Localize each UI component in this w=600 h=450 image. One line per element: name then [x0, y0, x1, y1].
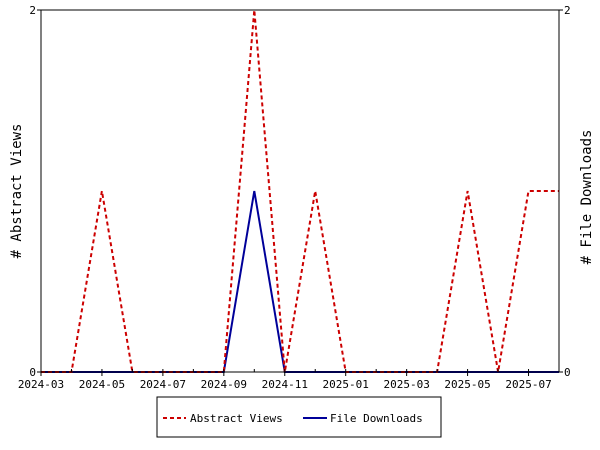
y-left-tick-label: 0 [29, 366, 36, 379]
x-tick-label: 2024-03 [18, 378, 64, 391]
y-right-tick-label: 0 [564, 366, 571, 379]
axes: 2024-03 2024-05 2024-07 2024-09 2024-11 2025-… [18, 4, 571, 391]
legend: Abstract Views File Downloads [156, 396, 442, 438]
legend-box [156, 396, 442, 438]
series-line-abstract-views [41, 9, 559, 373]
x-tick-label: 2025-03 [383, 378, 429, 391]
y-axis-left-title: # Abstract Views [9, 124, 25, 259]
legend-label-file-downloads: File Downloads [330, 412, 423, 425]
x-tick-label: 2025-05 [444, 378, 490, 391]
plot-frame [40, 9, 560, 373]
x-tick-label: 2025-01 [323, 378, 369, 391]
y-left-tick-label: 2 [29, 4, 36, 17]
x-tick-label: 2025-07 [505, 378, 551, 391]
legend-label-abstract-views: Abstract Views [190, 412, 283, 425]
y-axis-right-title: # File Downloads [579, 130, 595, 265]
x-tick-label: 2024-11 [262, 378, 308, 391]
x-tick-label: 2024-07 [140, 378, 186, 391]
y-right-tick-label: 2 [564, 4, 571, 17]
x-tick-label: 2024-09 [201, 378, 247, 391]
x-tick-label: 2024-05 [79, 378, 125, 391]
